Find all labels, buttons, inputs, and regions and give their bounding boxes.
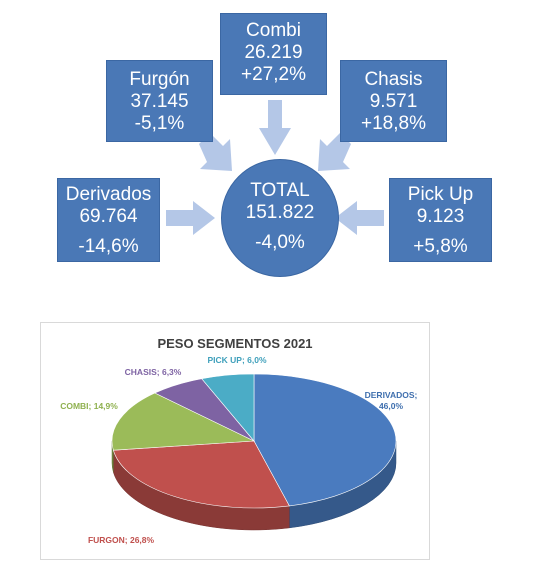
arrow-pickup — [335, 201, 384, 235]
total-label: TOTAL — [250, 180, 310, 201]
total-change: -4,0% — [255, 232, 305, 253]
pie-slice-furgon — [112, 440, 290, 509]
segment-units: 37.145 — [130, 91, 189, 112]
chart-title: PESO SEGMENTOS 2021 — [157, 336, 312, 351]
data-label-derivados: DERIVADOS; 46,0% — [365, 390, 418, 411]
segment-name: Derivados — [65, 184, 152, 205]
segment-box-derivados: Derivados 69.764 -14,6% — [57, 178, 160, 262]
segment-name: Chasis — [364, 69, 423, 90]
connector-arrows — [166, 100, 384, 235]
segment-box-combi: Combi 26.219 +27,2% — [220, 13, 327, 95]
segment-change: +18,8% — [361, 113, 426, 134]
segment-change: -14,6% — [78, 236, 139, 257]
total-units: 151.822 — [245, 202, 315, 223]
segment-box-pickup: Pick Up 9.123 +5,8% — [389, 178, 492, 262]
pie-chart: PESO SEGMENTOS 2021 DERIVADOS; 46,0% FURGON… — [60, 336, 418, 545]
segment-change: +27,2% — [241, 64, 306, 85]
segment-units: 26.219 — [244, 42, 303, 63]
segment-name: Pick Up — [407, 184, 474, 205]
segment-box-chasis: Chasis 9.571 +18,8% — [340, 60, 447, 142]
arrow-furgon — [199, 133, 232, 171]
segment-change: -5,1% — [134, 113, 185, 134]
data-label-chasis: CHASIS; 6,3% — [125, 367, 182, 377]
segment-units: 9.123 — [416, 206, 465, 227]
total-hub-circle: TOTAL 151.822 -4,0% — [221, 159, 339, 277]
segment-name: Furgón — [129, 69, 190, 90]
segment-change: +5,8% — [413, 236, 468, 257]
pie-slice-combi — [111, 392, 256, 451]
segment-box-furgon: Furgón 37.145 -5,1% — [106, 60, 213, 142]
arrow-derivados — [166, 201, 215, 235]
arrow-chasis — [318, 133, 351, 171]
arrow-combi — [259, 100, 291, 155]
data-label-pick-up: PICK UP; 6,0% — [207, 355, 266, 365]
segment-units: 69.764 — [79, 206, 138, 227]
pie-chart-panel: PESO SEGMENTOS 2021 DERIVADOS; 46,0% FURGON… — [40, 322, 430, 560]
segment-name: Combi — [246, 20, 301, 41]
segment-units: 9.571 — [369, 91, 418, 112]
pie-slice-derivados — [253, 373, 397, 507]
data-label-combi: COMBI; 14,9% — [60, 401, 118, 411]
pie-slice-pick-up — [201, 373, 255, 442]
data-label-furgon: FURGON; 26,8% — [88, 535, 155, 545]
